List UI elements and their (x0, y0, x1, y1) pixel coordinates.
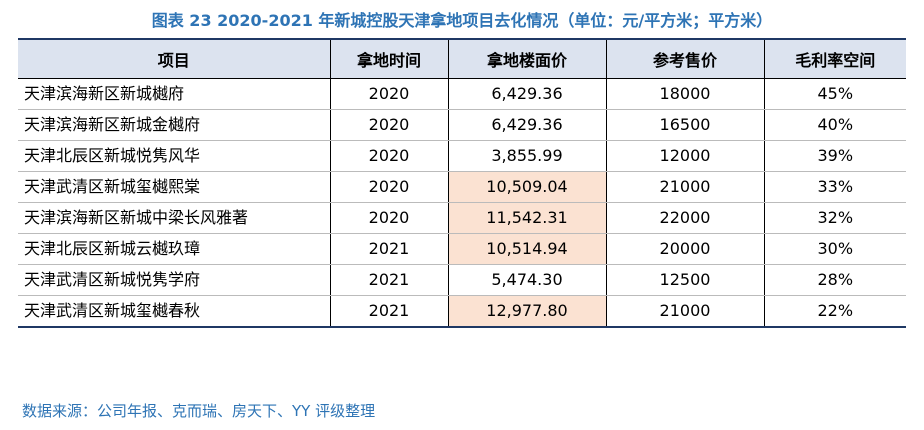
cell: 2021 (329, 264, 449, 296)
table-row: 天津武清区新城玺樾熙棠 2020 10,509.04 21000 33% (18, 171, 906, 203)
header-cell: 参考售价 (605, 39, 765, 79)
cell: 33% (763, 171, 906, 203)
cell: 12,977.80 (447, 295, 607, 328)
cell-text: 天津北辰区新城云樾玖璋 (24, 239, 201, 258)
header-cell: 毛利率空间 (763, 39, 906, 79)
cell: 2020 (329, 202, 449, 234)
cell: 3,855.99 (447, 140, 607, 172)
cell: 28% (763, 264, 906, 296)
cell-text: 天津武清区新城玺樾熙棠 (24, 177, 201, 196)
header-cell: 项目 (18, 39, 331, 79)
cell: 2020 (329, 140, 449, 172)
cell: 5,474.30 (447, 264, 607, 296)
cell: 32% (763, 202, 906, 234)
cell: 6,429.36 (447, 78, 607, 110)
cell: 天津武清区新城玺樾熙棠 (18, 171, 331, 203)
cell: 21000 (605, 171, 765, 203)
cell: 2020 (329, 171, 449, 203)
table-row: 天津武清区新城悦隽学府 2021 5,474.30 12500 28% (18, 264, 906, 296)
source-note: 数据来源：公司年报、克而瑞、房天下、YY 评级整理 (22, 402, 376, 420)
cell-text: 天津滨海新区新城中梁长风雅著 (24, 208, 249, 227)
cell: 天津滨海新区新城樾府 (18, 78, 331, 110)
cell: 天津滨海新区新城金樾府 (18, 109, 331, 141)
cell-text: 天津武清区新城悦隽学府 (24, 270, 201, 289)
cell: 2020 (329, 109, 449, 141)
cell: 22% (763, 295, 906, 328)
cell: 6,429.36 (447, 109, 607, 141)
cell: 天津武清区新城玺樾春秋 (18, 295, 331, 328)
header-row: 项目 拿地时间 拿地楼面价 参考售价 毛利率空间 (18, 39, 906, 79)
cell-text: 天津北辰区新城悦隽风华 (24, 146, 201, 165)
cell: 21000 (605, 295, 765, 328)
cell: 45% (763, 78, 906, 110)
table-row: 天津武清区新城玺樾春秋 2021 12,977.80 21000 22% (18, 295, 906, 328)
table-body: 天津滨海新区新城樾府 2020 6,429.36 18000 45% 天津滨海新区新城金樾… (18, 78, 906, 328)
cell: 11,542.31 (447, 202, 607, 234)
cell: 20000 (605, 233, 765, 265)
cell: 12500 (605, 264, 765, 296)
cell: 30% (763, 233, 906, 265)
header-cell: 拿地时间 (329, 39, 449, 79)
cell: 39% (763, 140, 906, 172)
table-row: 天津滨海新区新城中梁长风雅著 2020 11,542.31 22000 32% (18, 202, 906, 234)
cell: 天津北辰区新城悦隽风华 (18, 140, 331, 172)
cell: 2020 (329, 78, 449, 110)
cell: 10,509.04 (447, 171, 607, 203)
cell-text: 天津滨海新区新城樾府 (24, 84, 185, 103)
cell: 2021 (329, 295, 449, 328)
cell: 16500 (605, 109, 765, 141)
data-table: 项目 拿地时间 拿地楼面价 参考售价 毛利率空间 天津滨海新区新城樾府 2020 6,429… (18, 38, 906, 328)
cell: 天津北辰区新城云樾玖璋 (18, 233, 331, 265)
table-row: 天津滨海新区新城金樾府 2020 6,429.36 16500 40% (18, 109, 906, 141)
table-title: 图表 23 2020-2021 年新城控股天津拿地项目去化情况（单位：元/平方米… (151, 11, 773, 30)
cell: 18000 (605, 78, 765, 110)
table-row: 天津北辰区新城云樾玖璋 2021 10,514.94 20000 30% (18, 233, 906, 265)
cell: 10,514.94 (447, 233, 607, 265)
table-row: 天津滨海新区新城樾府 2020 6,429.36 18000 45% (18, 78, 906, 110)
cell: 天津武清区新城悦隽学府 (18, 264, 331, 296)
cell: 22000 (605, 202, 765, 234)
cell-text: 天津武清区新城玺樾春秋 (24, 301, 201, 320)
table-row: 天津北辰区新城悦隽风华 2020 3,855.99 12000 39% (18, 140, 906, 172)
cell: 2021 (329, 233, 449, 265)
cell: 天津滨海新区新城中梁长风雅著 (18, 202, 331, 234)
cell: 12000 (605, 140, 765, 172)
cell: 40% (763, 109, 906, 141)
header-cell: 拿地楼面价 (447, 39, 607, 79)
cell-text: 天津滨海新区新城金樾府 (24, 115, 201, 134)
